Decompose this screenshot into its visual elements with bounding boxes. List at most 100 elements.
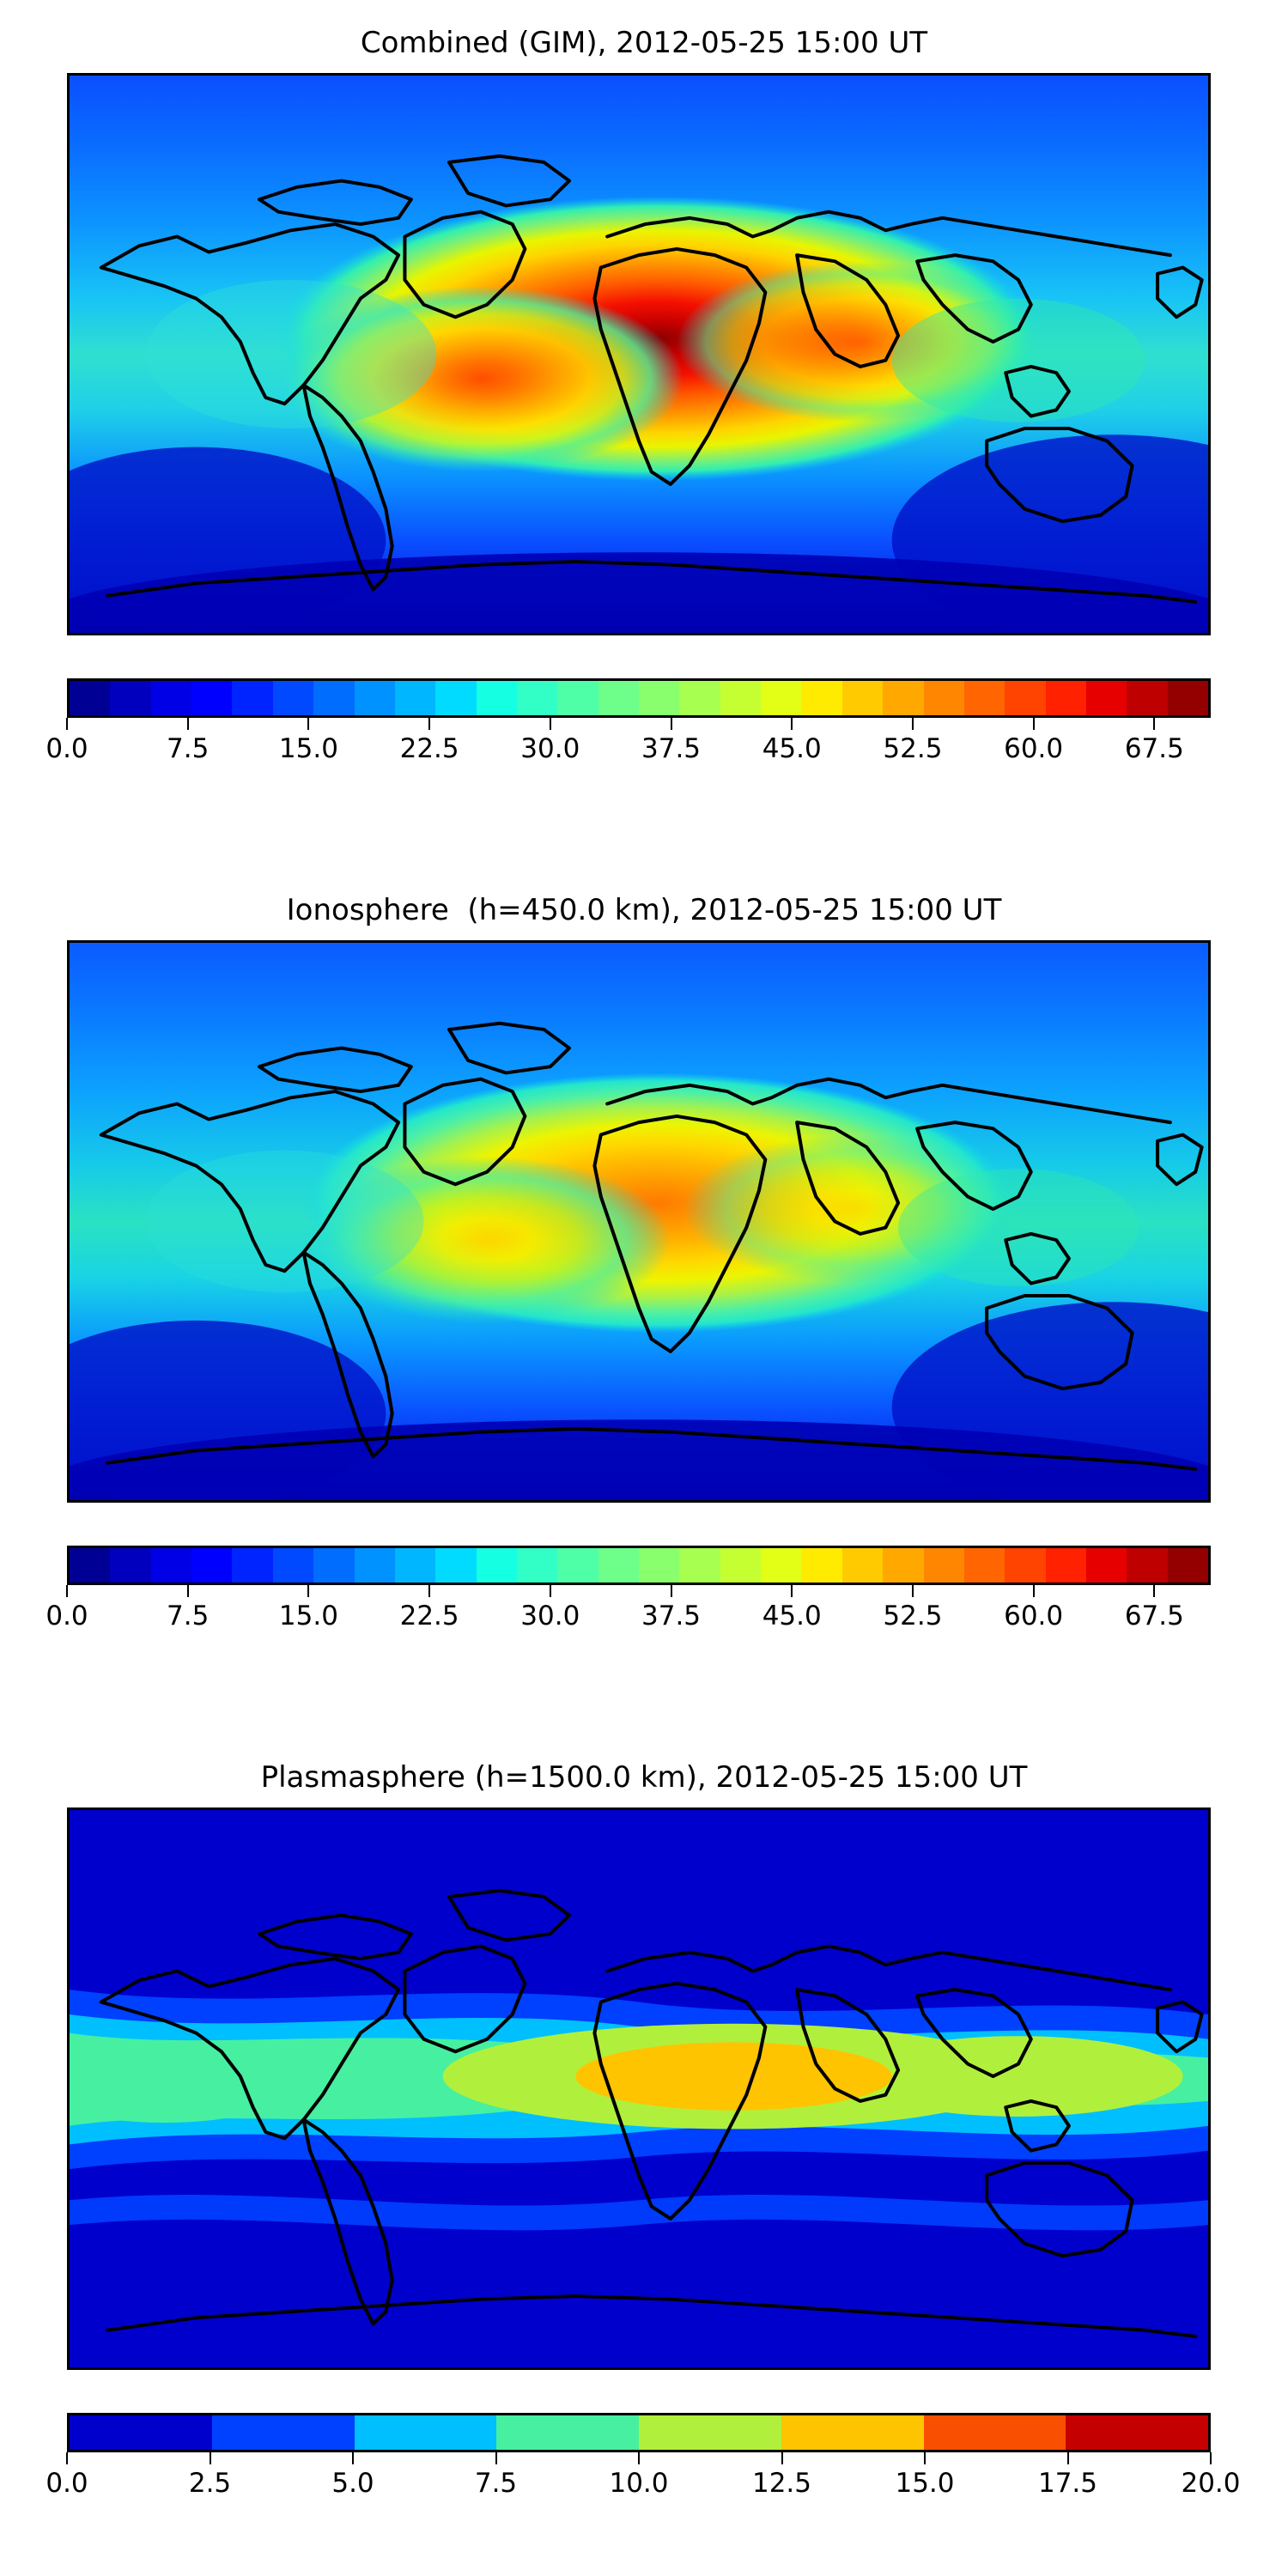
colorbar-tick-label: 2.5 [188, 2468, 232, 2499]
colorbar-segment [435, 681, 479, 715]
panel-title-plasmasphere: Plasmasphere (h=1500.0 km), 2012-05-25 1… [260, 1760, 1028, 1795]
colorbar-fill [70, 681, 1208, 715]
colorbar-tick-label: 22.5 [399, 1601, 459, 1631]
colorbar-tick-label: 7.5 [474, 2468, 518, 2499]
colorbar-segment [1127, 681, 1170, 715]
colorbar-plasmasphere: 0.0 2.5 5.0 7.5 10.0 12.5 15.0 17.5 20.0 [46, 2413, 1241, 2507]
colorbar-tick-label: 52.5 [883, 733, 943, 764]
colorbar-segment [272, 1548, 317, 1583]
colorbar-segment [801, 681, 846, 715]
colorbar-segment [557, 681, 601, 715]
colorbar-segment [1127, 1548, 1170, 1583]
panel-ionosphere: Ionosphere (h=450.0 km), 2012-05-25 15:0… [0, 867, 1288, 1726]
colorbar-segment [923, 1548, 968, 1583]
colorbar-tick [549, 1585, 551, 1597]
colorbar-segment [963, 1548, 1008, 1583]
colorbar-tick [1032, 718, 1035, 730]
colorbar-ionosphere: 0.0 7.5 15.0 22.5 30.0 37.5 45.0 52.5 60.0 67.5 [46, 1546, 1211, 1640]
colorbar-segment [1045, 1548, 1090, 1583]
colorbar-segment [394, 1548, 439, 1583]
colorbar-segment [720, 1548, 764, 1583]
colorbar-tick [209, 2452, 211, 2464]
colorbar-tick-label: 45.0 [762, 733, 822, 764]
colorbar-tick [428, 718, 431, 730]
colorbar-segment [435, 1548, 479, 1583]
colorbar-tick-label: 7.5 [167, 1601, 210, 1631]
colorbar-tick [307, 1585, 310, 1597]
colorbar-segment [598, 1548, 642, 1583]
colorbar-segment [476, 681, 520, 715]
colorbar-tick [1066, 2452, 1069, 2464]
colorbar-segment [1167, 681, 1208, 715]
map-combined-gim [67, 73, 1211, 635]
colorbar-segment [110, 1548, 155, 1583]
colorbar-tick [924, 2452, 926, 2464]
colorbar-tick-label: 17.5 [1037, 2468, 1098, 2499]
panel-title-combined: Combined (GIM), 2012-05-25 15:00 UT [360, 26, 928, 60]
colorbar-segment [313, 681, 357, 715]
colorbar-segment [781, 2415, 927, 2450]
colorbar-segment [679, 681, 724, 715]
colorbar-ticklabels-combined: 0.0 7.5 15.0 22.5 30.0 37.5 45.0 52.5 60.0 67.5 [46, 733, 1211, 773]
colorbar-segment [801, 1548, 846, 1583]
colorbar-tick [638, 2452, 640, 2464]
colorbar-tick-label: 30.0 [520, 1601, 580, 1631]
panel-title-ionosphere: Ionosphere (h=450.0 km), 2012-05-25 15:0… [286, 893, 1002, 927]
colorbar-tick [495, 2452, 497, 2464]
colorbar-tick-label: 20.0 [1181, 2468, 1241, 2499]
colorbar-segment [679, 1548, 724, 1583]
colorbar-segment [923, 681, 968, 715]
colorbar-ticks-plasmasphere [66, 2452, 1212, 2468]
colorbar-tick [186, 718, 189, 730]
colorbar-tick [66, 718, 68, 730]
colorbar-segment [841, 1548, 886, 1583]
colorbar-fill [70, 1548, 1208, 1583]
panel-plasmasphere: Plasmasphere (h=1500.0 km), 2012-05-25 1… [0, 1735, 1288, 2576]
colorbar-tick-label: 15.0 [895, 2468, 955, 2499]
colorbar-tick [911, 1585, 914, 1597]
tec-field-plasmasphere [70, 1810, 1208, 2367]
colorbar-segment [354, 681, 398, 715]
colorbar-segment [883, 1548, 927, 1583]
colorbar-tick [66, 1585, 68, 1597]
colorbar-segment [639, 1548, 683, 1583]
colorbar-segment [639, 681, 683, 715]
colorbar-tick [428, 1585, 431, 1597]
colorbar-ticklabels-plasmasphere: 0.0 2.5 5.0 7.5 10.0 12.5 15.0 17.5 20.0 [46, 2468, 1240, 2507]
colorbar-combined: 0.0 7.5 15.0 22.5 30.0 37.5 45.0 52.5 60.0 67.5 [46, 678, 1211, 773]
colorbar-tick [1153, 1585, 1156, 1597]
colorbar-segment [1045, 681, 1090, 715]
colorbar-tick-label: 0.0 [46, 2468, 88, 2499]
colorbar-tick-label: 0.0 [46, 1601, 88, 1631]
colorbar-tick-label: 45.0 [762, 1601, 822, 1631]
colorbar-segment [923, 2415, 1068, 2450]
map-ionosphere [67, 940, 1211, 1503]
colorbar-segment [720, 681, 764, 715]
colorbar-segment [70, 1548, 113, 1583]
colorbar-segment [1066, 2415, 1208, 2450]
colorbar-tick-label: 7.5 [167, 733, 210, 764]
panel-combined-gim: Combined (GIM), 2012-05-25 15:00 UT [0, 0, 1288, 859]
colorbar-tick [307, 718, 310, 730]
colorbar-ticks-combined [66, 718, 1211, 733]
colorbar-segment [232, 1548, 276, 1583]
colorbar-tick [1153, 718, 1156, 730]
colorbar-gradient-plasmasphere [67, 2413, 1211, 2452]
colorbar-segment [1085, 681, 1130, 715]
colorbar-segment [516, 681, 561, 715]
colorbar-segment [761, 681, 805, 715]
colorbar-segment [557, 1548, 601, 1583]
colorbar-tick-label: 22.5 [399, 733, 459, 764]
colorbar-tick-label: 0.0 [46, 733, 88, 764]
colorbar-segment [1085, 1548, 1130, 1583]
colorbar-segment [516, 1548, 561, 1583]
colorbar-segment [150, 681, 195, 715]
colorbar-tick-label: 30.0 [520, 733, 580, 764]
colorbar-gradient-ionosphere [67, 1546, 1211, 1585]
colorbar-segment [150, 1548, 195, 1583]
colorbar-segment [354, 2415, 499, 2450]
colorbar-tick-label: 52.5 [883, 1601, 943, 1631]
colorbar-tick [911, 718, 914, 730]
colorbar-tick [670, 718, 672, 730]
colorbar-segment [761, 1548, 805, 1583]
